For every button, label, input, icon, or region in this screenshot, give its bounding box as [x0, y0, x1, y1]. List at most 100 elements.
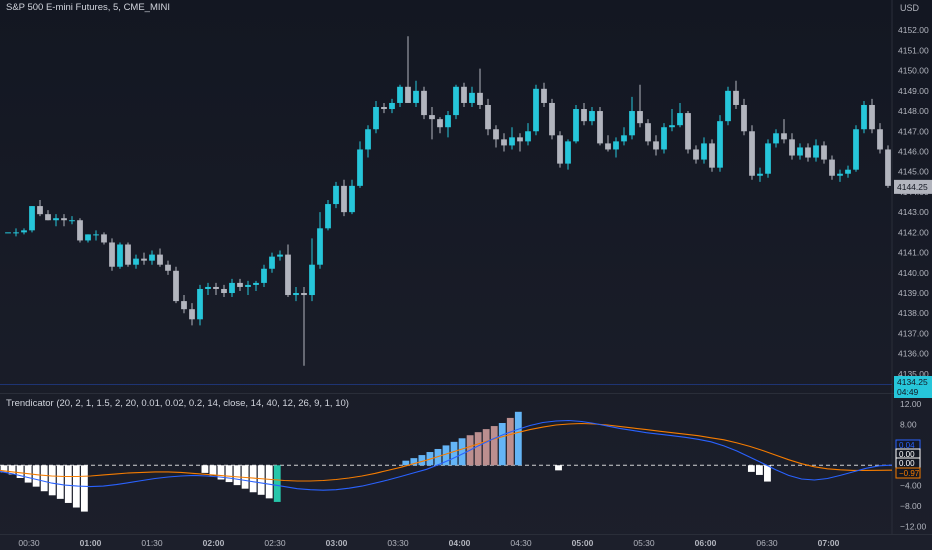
candle-body[interactable] — [885, 149, 891, 186]
candle-body[interactable] — [117, 244, 123, 267]
candle-body[interactable] — [509, 137, 515, 146]
candle-body[interactable] — [405, 86, 411, 103]
candle-body[interactable] — [85, 234, 91, 241]
candle-body[interactable] — [453, 86, 459, 116]
candle-body[interactable] — [157, 254, 163, 265]
candle-body[interactable] — [5, 232, 11, 234]
candle-body[interactable] — [293, 293, 299, 296]
candle-body[interactable] — [677, 113, 683, 126]
candle-body[interactable] — [237, 282, 243, 287]
candle-body[interactable] — [261, 268, 267, 283]
candle-body[interactable] — [637, 111, 643, 124]
candle-body[interactable] — [845, 169, 851, 174]
candle-body[interactable] — [597, 111, 603, 144]
candle-body[interactable] — [125, 244, 131, 265]
candle-body[interactable] — [501, 139, 507, 146]
candle-body[interactable] — [869, 104, 875, 130]
candle-body[interactable] — [653, 141, 659, 150]
candle-body[interactable] — [805, 147, 811, 158]
candle-body[interactable] — [573, 109, 579, 142]
candle-body[interactable] — [645, 123, 651, 142]
candle-body[interactable] — [757, 173, 763, 176]
candle-body[interactable] — [317, 228, 323, 265]
candle-body[interactable] — [357, 149, 363, 186]
candle-body[interactable] — [229, 282, 235, 294]
candle-body[interactable] — [557, 135, 563, 164]
candle-body[interactable] — [829, 159, 835, 176]
candle-body[interactable] — [325, 204, 331, 229]
candle-body[interactable] — [21, 230, 27, 233]
candle-body[interactable] — [285, 254, 291, 296]
candle-body[interactable] — [621, 135, 627, 142]
candle-body[interactable] — [245, 284, 251, 287]
candle-body[interactable] — [29, 206, 35, 231]
candle-body[interactable] — [197, 288, 203, 320]
candle-body[interactable] — [781, 133, 787, 140]
candle-body[interactable] — [301, 293, 307, 296]
candle-body[interactable] — [333, 185, 339, 205]
candle-body[interactable] — [173, 270, 179, 302]
candle-body[interactable] — [381, 107, 387, 110]
candle-body[interactable] — [53, 218, 59, 221]
candle-body[interactable] — [517, 137, 523, 142]
candle-body[interactable] — [213, 286, 219, 289]
candle-body[interactable] — [269, 256, 275, 269]
candle-body[interactable] — [253, 282, 259, 285]
candle-body[interactable] — [133, 258, 139, 265]
candle-body[interactable] — [717, 121, 723, 168]
candle-body[interactable] — [429, 115, 435, 120]
candle-body[interactable] — [853, 129, 859, 170]
candle-body[interactable] — [437, 119, 443, 128]
candle-body[interactable] — [109, 242, 115, 267]
candle-body[interactable] — [749, 131, 755, 176]
candle-body[interactable] — [373, 107, 379, 130]
candle-body[interactable] — [205, 286, 211, 289]
candle-body[interactable] — [365, 129, 371, 150]
candle-body[interactable] — [701, 143, 707, 160]
candle-body[interactable] — [165, 264, 171, 271]
candle-body[interactable] — [821, 145, 827, 160]
candle-body[interactable] — [221, 288, 227, 294]
candle-body[interactable] — [477, 92, 483, 105]
candle-body[interactable] — [581, 109, 587, 122]
candle-body[interactable] — [669, 125, 675, 128]
candle-body[interactable] — [877, 129, 883, 150]
candle-body[interactable] — [349, 185, 355, 213]
candle-body[interactable] — [789, 139, 795, 156]
candle-body[interactable] — [469, 92, 475, 103]
candle-body[interactable] — [181, 301, 187, 310]
candle-body[interactable] — [13, 232, 19, 234]
candle-body[interactable] — [461, 86, 467, 103]
candle-body[interactable] — [309, 264, 315, 296]
candle-body[interactable] — [693, 149, 699, 160]
candle-body[interactable] — [629, 111, 635, 136]
candle-body[interactable] — [69, 220, 75, 222]
candle-body[interactable] — [413, 90, 419, 103]
candle-body[interactable] — [533, 88, 539, 132]
candle-body[interactable] — [397, 86, 403, 103]
candle-body[interactable] — [837, 173, 843, 176]
candle-body[interactable] — [709, 143, 715, 168]
candle-body[interactable] — [445, 115, 451, 128]
candle-body[interactable] — [189, 309, 195, 320]
candle-body[interactable] — [549, 102, 555, 136]
candle-body[interactable] — [733, 90, 739, 105]
candle-body[interactable] — [773, 133, 779, 144]
candle-body[interactable] — [541, 88, 547, 103]
candle-body[interactable] — [861, 104, 867, 130]
candle-body[interactable] — [101, 234, 107, 243]
candle-body[interactable] — [141, 258, 147, 261]
candle-body[interactable] — [605, 143, 611, 150]
candle-body[interactable] — [341, 185, 347, 213]
candle-body[interactable] — [45, 214, 51, 221]
candle-body[interactable] — [685, 113, 691, 150]
candle-body[interactable] — [661, 127, 667, 150]
candle-body[interactable] — [61, 218, 67, 221]
candle-body[interactable] — [149, 254, 155, 261]
candle-body[interactable] — [741, 104, 747, 132]
candle-body[interactable] — [765, 143, 771, 174]
candle-body[interactable] — [77, 220, 83, 241]
candle-body[interactable] — [37, 206, 43, 215]
candle-body[interactable] — [725, 90, 731, 122]
